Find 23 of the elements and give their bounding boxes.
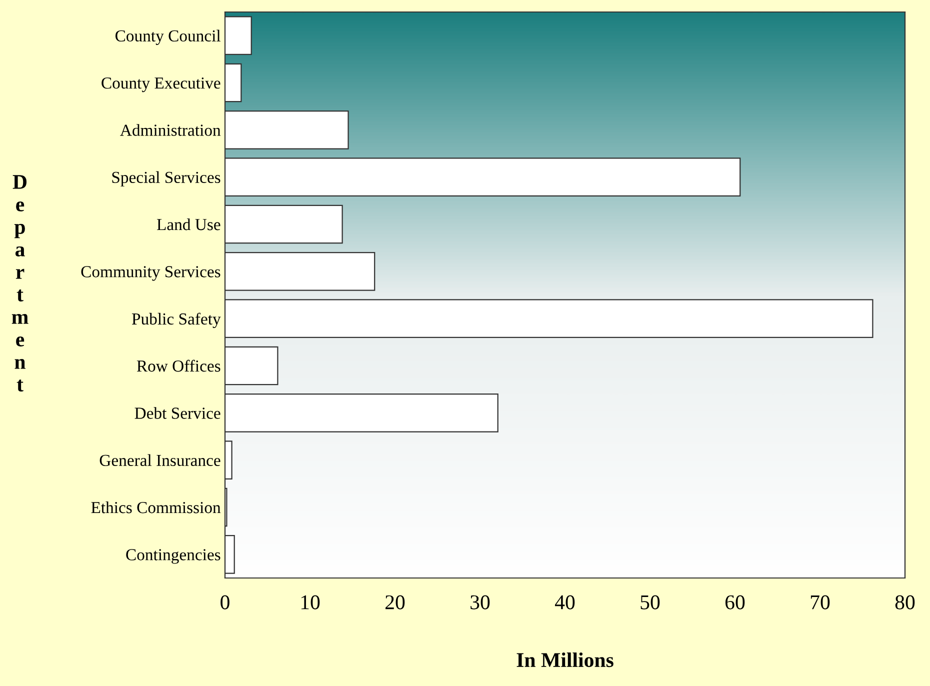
x-tick-label: 60 (725, 595, 745, 610)
y-tick-label: Administration (120, 124, 221, 136)
y-tick-label: Community Services (81, 266, 220, 281)
x-tick-label: 20 (386, 595, 405, 610)
y-tick-label: General Insurance (100, 454, 220, 466)
x-tick-label: 30 (470, 595, 490, 610)
text: Department (12, 175, 28, 392)
y-tick-label: County Council (115, 30, 220, 45)
x-tick-label: 50 (640, 595, 660, 610)
y-tick-label: Special Services (112, 171, 220, 186)
x-tick-label: 80 (895, 595, 915, 610)
x-axis-title: In Millions (516, 652, 614, 668)
y-tick-label: Contingencies (126, 549, 220, 564)
y-tick-label: Row Offices (136, 360, 220, 372)
x-tick-label: 40 (554, 595, 575, 610)
y-tick-label: Land Use (156, 218, 220, 230)
y-tick-label: Ethics Commission (91, 501, 221, 514)
x-tick-label: 0 (220, 595, 230, 610)
y-tick-label: Debt Service (134, 407, 220, 419)
x-tick-label: 70 (810, 595, 830, 610)
y-tick-label: County Executive (102, 77, 220, 92)
x-tick-label: 10 (301, 595, 320, 610)
y-tick-label: Public Safety (132, 312, 221, 328)
